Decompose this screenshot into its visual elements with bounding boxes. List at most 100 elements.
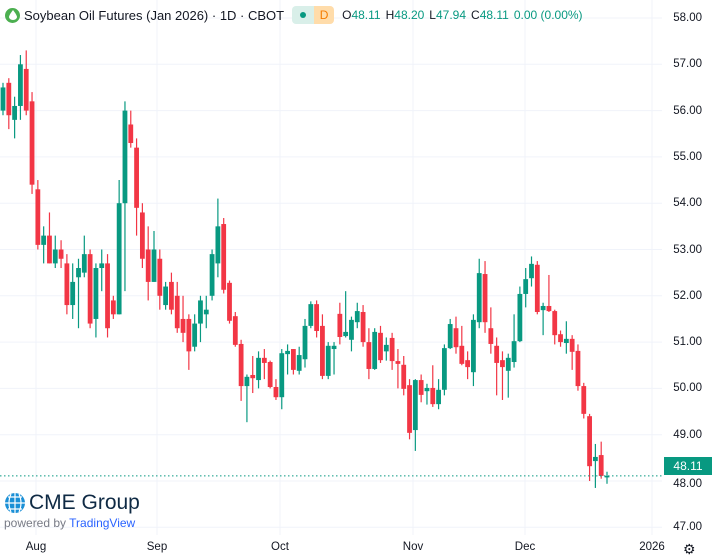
candle-up xyxy=(81,254,87,273)
change-value: 0.00 (0.00%) xyxy=(513,8,583,22)
candle-down xyxy=(23,68,29,111)
candle-down xyxy=(546,305,552,312)
cme-group-logo[interactable]: CME Group xyxy=(4,491,140,515)
candle-up xyxy=(592,456,598,462)
candle-down xyxy=(35,189,41,245)
candle-up xyxy=(18,64,23,106)
time-tick-label: 2026 xyxy=(639,541,665,553)
candle-up xyxy=(296,355,302,371)
candle-up xyxy=(471,319,476,373)
candle-up xyxy=(325,345,331,376)
settings-gear-icon[interactable]: ⚙ xyxy=(683,541,696,557)
candle-down xyxy=(47,235,52,264)
candle-up xyxy=(116,203,122,315)
candle-up xyxy=(163,286,169,306)
ohlc-values: O48.11 H48.20 L47.94 C48.11 0.00 (0.00%) xyxy=(342,8,583,22)
candle-down xyxy=(64,263,70,306)
candle-up xyxy=(412,380,418,431)
candle-down xyxy=(459,345,465,364)
candle-down xyxy=(186,318,192,352)
powered-by-tradingview[interactable]: powered by TradingView xyxy=(4,516,135,530)
market-status-badge[interactable]: D xyxy=(292,6,335,24)
candle-down xyxy=(145,249,151,282)
candle-up xyxy=(203,309,209,315)
candle-up xyxy=(209,254,215,296)
candle-down xyxy=(366,342,372,369)
candle-down xyxy=(314,304,320,331)
candle-up xyxy=(383,344,389,352)
time-tick-label: Nov xyxy=(402,541,424,553)
candle-down xyxy=(134,147,139,208)
candle-up xyxy=(476,273,482,323)
candle-down xyxy=(110,300,116,315)
candle-down xyxy=(6,82,12,116)
globe-icon xyxy=(5,493,25,513)
candle-down xyxy=(488,328,494,344)
price-tick-label: 49.00 xyxy=(673,428,702,441)
tradingview-link[interactable]: TradingView xyxy=(69,516,136,530)
price-tick-label: 57.00 xyxy=(673,58,702,71)
candle-down xyxy=(105,263,110,329)
chart-header: Soybean Oil Futures (Jan 2026) · 1D · CB… xyxy=(5,6,588,24)
candle-down xyxy=(232,316,238,345)
candle-up xyxy=(256,357,261,381)
candle-up xyxy=(70,281,76,306)
price-tick-label: 53.00 xyxy=(673,243,702,256)
candle-down xyxy=(378,332,383,361)
candle-up xyxy=(563,338,569,344)
price-tick-label: 56.00 xyxy=(673,104,702,117)
candle-down xyxy=(418,380,424,395)
candle-down xyxy=(320,325,325,376)
candle-up xyxy=(540,305,546,311)
candle-up xyxy=(302,325,308,360)
candle-down xyxy=(180,318,186,333)
candle-down xyxy=(227,282,232,321)
time-tick-label: Sep xyxy=(146,541,168,553)
candle-down xyxy=(453,328,459,348)
candle-down xyxy=(221,224,227,290)
candle-down xyxy=(128,124,134,144)
candle-down xyxy=(29,101,35,185)
price-tick-label: 52.00 xyxy=(673,289,702,302)
candle-down xyxy=(157,258,163,296)
candle-up xyxy=(511,341,517,363)
candle-down xyxy=(238,343,244,387)
price-tick-label: 54.00 xyxy=(673,197,702,210)
time-tick-label: Aug xyxy=(25,541,47,553)
symbol-title[interactable]: Soybean Oil Futures (Jan 2026) · 1D · CB… xyxy=(24,7,285,23)
candle-up xyxy=(436,389,441,405)
candle-up xyxy=(215,226,221,264)
candle-down xyxy=(534,264,540,313)
candle-down xyxy=(267,362,273,388)
candle-up xyxy=(192,323,198,347)
candle-down xyxy=(482,274,488,323)
candle-up xyxy=(604,475,610,478)
price-tick-label: 50.00 xyxy=(673,382,702,395)
candle-up xyxy=(0,87,6,111)
candle-down xyxy=(465,360,471,368)
candle-down xyxy=(250,374,256,379)
price-tick-label: 55.00 xyxy=(673,150,702,163)
candle-up xyxy=(505,357,511,371)
candle-down xyxy=(261,357,267,363)
candle-up xyxy=(122,110,128,204)
candle-up xyxy=(349,319,354,340)
candle-down xyxy=(401,364,407,389)
candle-down xyxy=(58,249,64,259)
candle-up xyxy=(244,376,250,387)
candle-down xyxy=(558,334,563,343)
candle-down xyxy=(360,312,366,343)
powered-by-text: powered by xyxy=(4,516,67,530)
candle-down xyxy=(569,338,575,352)
delayed-data-badge: D xyxy=(314,6,335,24)
candle-down xyxy=(500,360,505,368)
open-value: 48.11 xyxy=(351,8,381,22)
candle-up xyxy=(198,300,203,324)
candle-up xyxy=(285,350,290,355)
candle-down xyxy=(290,349,296,370)
low-value: 47.94 xyxy=(435,8,467,22)
candle-down xyxy=(587,416,592,467)
candle-up xyxy=(52,249,58,264)
candle-up xyxy=(343,331,349,337)
